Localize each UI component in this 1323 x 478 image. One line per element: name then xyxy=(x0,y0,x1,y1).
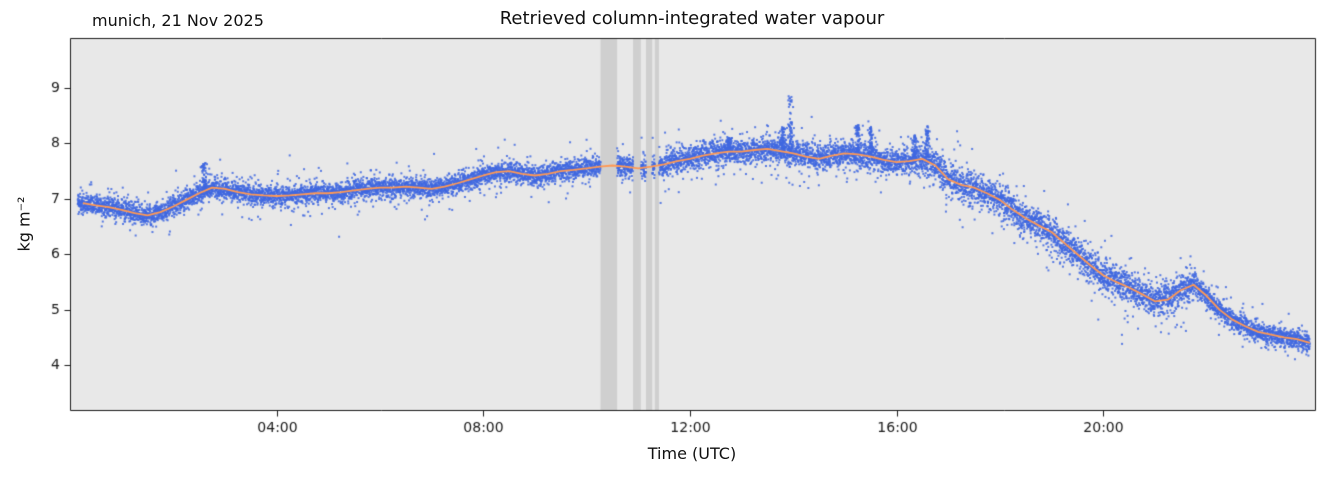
x-axis-label: Time (UTC) xyxy=(647,444,737,463)
station-date-label: munich, 21 Nov 2025 xyxy=(92,11,264,30)
chart-title: Retrieved column-integrated water vapour xyxy=(499,8,885,29)
y-axis-label: kg m⁻² xyxy=(14,196,34,252)
